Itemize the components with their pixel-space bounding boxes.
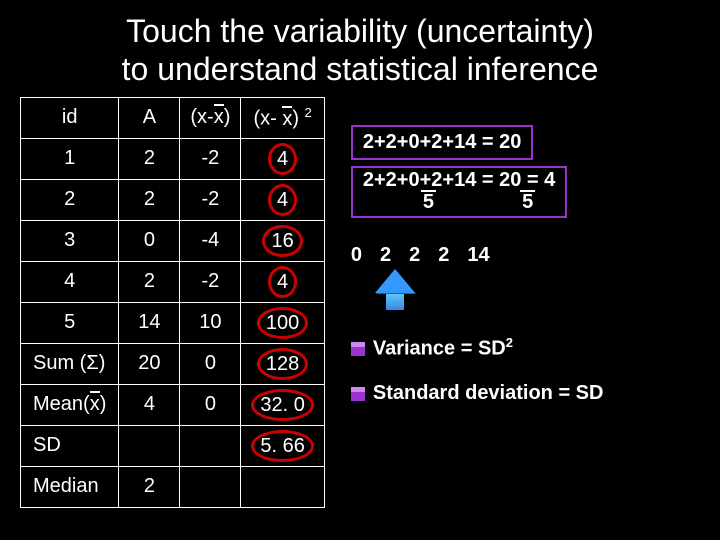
table-row: 42-24 bbox=[21, 261, 325, 302]
header-a: A bbox=[119, 97, 180, 138]
values-row: 022214 bbox=[351, 244, 700, 267]
table-row: 51410100 bbox=[21, 302, 325, 343]
bullet-icon bbox=[351, 342, 365, 356]
sum-equation: 2+2+0+2+14 = 20 bbox=[351, 125, 534, 160]
title-line-1: Touch the variability (uncertainty) bbox=[126, 13, 594, 49]
circled-value: 4 bbox=[268, 266, 297, 298]
circled-value: 4 bbox=[268, 184, 297, 216]
xbar-icon: x bbox=[282, 108, 292, 131]
header-deviation-sq: (x- x) 2 bbox=[241, 97, 324, 138]
annotations: 2+2+0+2+14 = 20 2+2+0+2+14 = 20 = 4 5 5 … bbox=[325, 97, 700, 508]
circled-value: 32. 0 bbox=[251, 389, 313, 421]
data-table-wrap: id A (x-x) (x- x) 2 12-24 22-24 30-416 4… bbox=[20, 97, 325, 508]
header-deviation: (x-x) bbox=[180, 97, 241, 138]
circled-value: 5. 66 bbox=[251, 430, 313, 462]
mean-row: Mean(x) 4032. 0 bbox=[21, 384, 325, 425]
title-line-2: to understand statistical inference bbox=[122, 51, 599, 87]
median-row: Median2 bbox=[21, 466, 325, 507]
content-area: id A (x-x) (x- x) 2 12-24 22-24 30-416 4… bbox=[0, 97, 720, 508]
stats-table: id A (x-x) (x- x) 2 12-24 22-24 30-416 4… bbox=[20, 97, 325, 508]
up-arrow-icon bbox=[375, 269, 415, 313]
table-row: 12-24 bbox=[21, 138, 325, 179]
sum-row: Sum (Σ)200128 bbox=[21, 343, 325, 384]
circled-value: 16 bbox=[262, 225, 302, 257]
variance-line: Variance = SD2 bbox=[351, 335, 700, 361]
circled-value: 128 bbox=[257, 348, 308, 380]
xbar-icon: x bbox=[90, 393, 100, 416]
table-header-row: id A (x-x) (x- x) 2 bbox=[21, 97, 325, 138]
table-row: 30-416 bbox=[21, 220, 325, 261]
circled-value: 4 bbox=[268, 143, 297, 175]
slide-title: Touch the variability (uncertainty) to u… bbox=[0, 0, 720, 97]
mean-equation: 2+2+0+2+14 = 20 = 4 5 5 bbox=[351, 166, 567, 218]
sd-row: SD5. 66 bbox=[21, 425, 325, 466]
bullet-icon bbox=[351, 387, 365, 401]
sd-line: Standard deviation = SD bbox=[351, 382, 700, 405]
table-row: 22-24 bbox=[21, 179, 325, 220]
xbar-icon: x bbox=[214, 106, 224, 129]
circled-value: 100 bbox=[257, 307, 308, 339]
header-id: id bbox=[21, 97, 119, 138]
